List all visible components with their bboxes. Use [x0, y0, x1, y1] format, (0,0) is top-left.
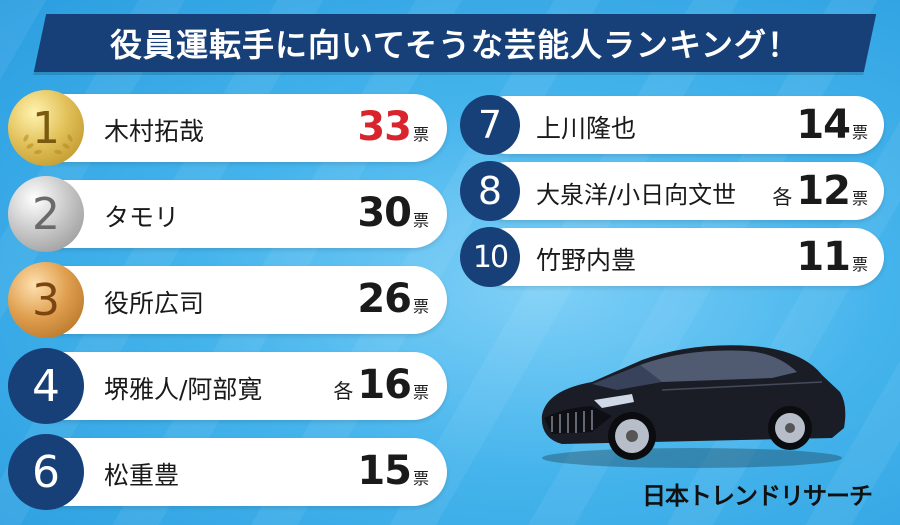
vote-unit: 票 — [851, 189, 868, 208]
rank-badge-navy: 10 — [460, 227, 520, 287]
celebrity-name: 上川隆也 — [536, 114, 637, 143]
rank-number: 10 — [472, 239, 509, 275]
vote-count: 各 16 票 — [333, 362, 429, 408]
vote-number: 11 — [796, 234, 851, 280]
vote-unit: 票 — [412, 125, 429, 144]
brand-logo: 日本トレンドリサーチ — [642, 482, 873, 510]
vote-number: 14 — [796, 102, 851, 148]
vote-number: 26 — [357, 276, 412, 322]
celebrity-name: 役所広司 — [104, 289, 205, 318]
ranking-row-7: 7 上川隆也 14 票 — [460, 95, 884, 155]
celebrity-name: タモリ — [104, 203, 180, 232]
rank-badge-navy: 8 — [460, 161, 520, 221]
ranking-row-5: 6 松重豊 15 票 — [8, 434, 447, 510]
vote-unit: 票 — [412, 211, 429, 230]
vote-count: 各 12 票 — [772, 168, 868, 214]
vote-prefix: 各 — [333, 379, 354, 403]
rank-badge-bronze: 3 — [8, 262, 84, 338]
vote-count: 30 票 — [357, 190, 429, 236]
vote-number: 16 — [357, 362, 412, 408]
vote-number: 12 — [796, 168, 851, 214]
vote-count: 11 票 — [796, 234, 868, 280]
ranking-row-1: 1 木村拓哉 33 票 — [8, 90, 447, 166]
vote-prefix: 各 — [772, 185, 793, 209]
celebrity-name: 松重豊 — [104, 461, 180, 490]
vote-unit: 票 — [412, 469, 429, 488]
ranking-row-10: 10 竹野内豊 11 票 — [460, 227, 884, 287]
rank-number: 7 — [477, 103, 503, 147]
vote-number: 33 — [357, 104, 412, 150]
vote-count: 33 票 — [357, 104, 429, 150]
vote-unit: 票 — [412, 297, 429, 316]
ranking-row-8: 8 大泉洋/小日向文世 各 12 票 — [460, 161, 884, 221]
vote-unit: 票 — [851, 255, 868, 274]
rank-badge-gold: 1 — [8, 90, 84, 166]
rank-number: 6 — [32, 446, 60, 498]
rank-number: 8 — [477, 169, 503, 213]
rank-number: 1 — [32, 102, 60, 154]
page-title: 役員運転手に向いてそうな芸能人ランキング！ — [109, 26, 801, 64]
rank-number: 4 — [32, 360, 60, 412]
vote-unit: 票 — [851, 123, 868, 142]
rank-badge-silver: 2 — [8, 176, 84, 252]
celebrity-name: 堺雅人/阿部寛 — [104, 375, 263, 404]
rank-badge-navy: 7 — [460, 95, 520, 155]
celebrity-name: 大泉洋/小日向文世 — [536, 181, 737, 209]
celebrity-name: 竹野内豊 — [536, 246, 637, 275]
rank-number: 3 — [32, 274, 60, 326]
rank-badge-navy: 6 — [8, 434, 84, 510]
ranking-row-4: 4 堺雅人/阿部寛 各 16 票 — [8, 348, 447, 424]
ranking-row-3: 3 役所広司 26 票 — [8, 262, 447, 338]
vote-count: 14 票 — [796, 102, 868, 148]
rank-number: 2 — [32, 188, 60, 240]
rank-badge-navy: 4 — [8, 348, 84, 424]
ranking-row-2: 2 タモリ 30 票 — [8, 176, 447, 252]
vote-count: 26 票 — [357, 276, 429, 322]
vote-count: 15 票 — [357, 448, 429, 494]
vote-number: 15 — [357, 448, 412, 494]
car-illustration — [541, 345, 846, 468]
vote-unit: 票 — [412, 383, 429, 402]
vote-number: 30 — [357, 190, 412, 236]
celebrity-name: 木村拓哉 — [104, 117, 205, 146]
